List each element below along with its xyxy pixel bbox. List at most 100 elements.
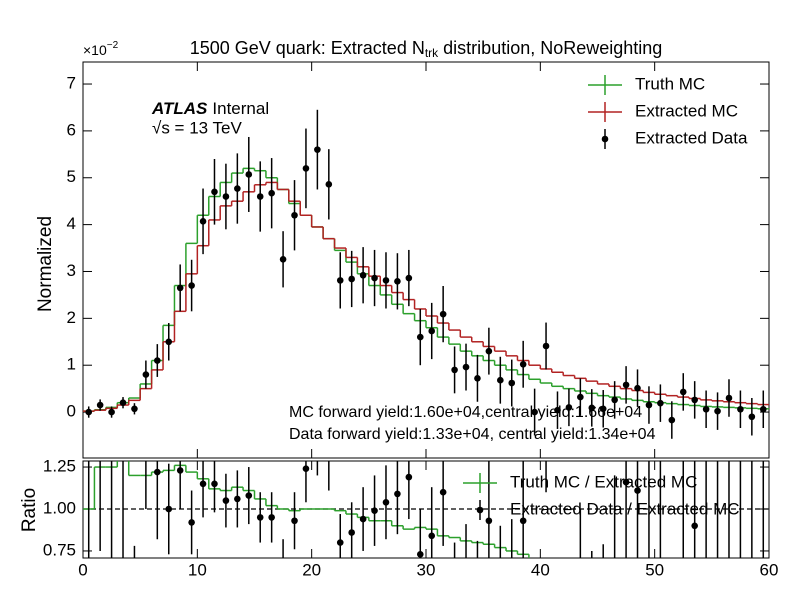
data-point [176, 467, 184, 474]
title-subscript: trk [425, 46, 439, 60]
data-point [119, 399, 127, 407]
data-point [439, 488, 447, 496]
x-tick-label: 30 [417, 560, 436, 579]
y-axis-label: Ratio [19, 488, 40, 532]
x-tick-label: 60 [760, 560, 779, 579]
data-point [165, 505, 173, 513]
data-point [519, 360, 527, 368]
y-tick-label: 3 [67, 261, 76, 280]
data-point [234, 185, 241, 192]
data-point [668, 416, 676, 424]
y-tick-label: 4 [67, 214, 76, 233]
atlas: ATLAS [151, 99, 208, 118]
data-point [394, 490, 401, 498]
y-offset-exponent: −2 [107, 40, 119, 51]
data-point [256, 193, 264, 200]
legend-symbol [476, 506, 484, 514]
plot-area [83, 109, 769, 439]
data-point [382, 498, 390, 506]
data-point [726, 445, 733, 452]
y-offset-base: ×10 [83, 42, 107, 58]
data-point [611, 396, 618, 404]
data-point [691, 522, 698, 530]
data-point [222, 193, 230, 200]
data-point [142, 371, 150, 378]
data-point [485, 517, 493, 525]
title-end: distribution, NoReweighting [438, 38, 662, 58]
data-point [131, 405, 138, 413]
data-point [542, 342, 550, 350]
data-point [188, 282, 195, 289]
data-point [577, 393, 584, 401]
legend-label: Extracted Data [635, 128, 748, 147]
data-point [645, 401, 653, 409]
atlas-label: ATLAS Internal [151, 99, 269, 118]
data-point [279, 255, 287, 263]
data-point [96, 401, 104, 409]
data-point [256, 514, 264, 521]
legend-label: Truth MC / Extracted MC [510, 472, 697, 491]
data-point [199, 480, 207, 488]
data-point [474, 375, 481, 382]
data-point [268, 189, 275, 197]
data-point [359, 515, 367, 523]
legend-label: Truth MC [635, 74, 705, 93]
data-point [759, 405, 767, 413]
data-point [474, 593, 481, 599]
data-point [281, 557, 285, 558]
x-tick-label: 0 [78, 560, 87, 579]
annotation: MC forward yield:1.60e+04,central yield:… [289, 404, 642, 421]
plot-area [83, 405, 769, 599]
data-point [428, 327, 436, 335]
data-point [336, 277, 344, 284]
data-point [599, 405, 607, 413]
data-point [565, 404, 573, 411]
data-point [165, 338, 173, 346]
y-tick-label: 1 [67, 355, 76, 374]
data-point [451, 366, 458, 374]
data-point [154, 357, 161, 364]
chart-title: 1500 GeV quark: Extracted Ntrk distribut… [190, 38, 663, 60]
data-point [462, 363, 470, 371]
data-point [245, 171, 253, 178]
y-tick-label: 5 [67, 167, 76, 186]
annotation: Data forward yield:1.33e+04, central yie… [289, 426, 656, 443]
data-point [622, 478, 630, 486]
title-main: 1500 GeV quark: Extracted N [190, 38, 425, 58]
data-point [497, 586, 504, 593]
y-tick-label: 6 [67, 120, 76, 139]
x-tick-label: 10 [188, 560, 207, 579]
data-point [508, 379, 516, 387]
data-point [371, 507, 378, 514]
data-point [634, 384, 641, 392]
y-tick-label: 0 [67, 402, 76, 421]
data-point [302, 465, 310, 473]
data-point [416, 551, 424, 558]
data-point [222, 497, 230, 504]
data-point [405, 274, 413, 282]
data-point [291, 517, 298, 525]
data-point [748, 413, 756, 421]
legend-symbol [601, 135, 609, 143]
data-point [588, 404, 596, 412]
atlas-status: Internal [212, 99, 269, 118]
data-point [680, 449, 687, 456]
y-offset: ×10−2 [83, 40, 119, 58]
data-point [725, 394, 733, 402]
y-axis-label: Normalized [35, 216, 56, 312]
data-point [211, 480, 218, 488]
data-point [531, 408, 538, 416]
data-point [416, 333, 424, 341]
data-point [85, 408, 93, 416]
y-tick-label: 1.00 [43, 498, 76, 517]
data-point [463, 573, 470, 580]
data-point [234, 495, 241, 503]
data-point [154, 468, 161, 476]
data-point [143, 405, 150, 412]
data-point [302, 165, 310, 172]
data-point [325, 181, 333, 188]
legend-label: Extracted Data / Extracted MC [510, 499, 740, 518]
data-point [657, 590, 664, 597]
data-point [714, 407, 721, 415]
